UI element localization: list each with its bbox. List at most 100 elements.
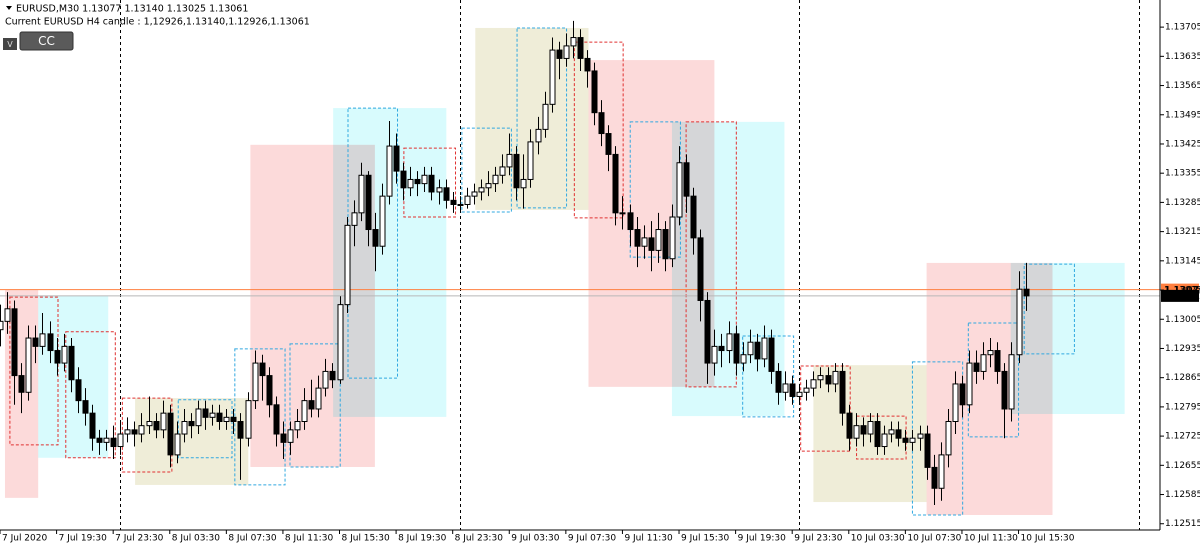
- candle-body: [747, 341, 754, 356]
- candle-body: [315, 387, 322, 410]
- candle-body: [662, 229, 669, 260]
- y-tick-label: 1.13075: [1165, 286, 1200, 296]
- candle-body: [1023, 288, 1030, 297]
- y-tick-label: 1.13635: [1165, 52, 1200, 62]
- candle-body: [421, 174, 428, 185]
- candle-body: [25, 337, 32, 393]
- candle-body: [619, 212, 626, 215]
- candle-body: [902, 437, 909, 443]
- candle-body: [428, 174, 435, 193]
- candle-body: [520, 178, 527, 189]
- x-tick-label: 10 Jul 15:30: [1021, 534, 1075, 544]
- y-tick-label: 1.13005: [1165, 315, 1200, 325]
- candle-body: [443, 187, 450, 201]
- x-tick-label: 9 Jul 03:30: [511, 534, 560, 544]
- candle-body: [726, 333, 733, 352]
- candle-body: [987, 350, 994, 356]
- y-tick-label: 1.12935: [1165, 344, 1200, 354]
- dashed-box: [234, 348, 286, 486]
- candle-body: [704, 299, 711, 364]
- dashed-box: [573, 41, 624, 219]
- candles: [0, 20, 1030, 505]
- candle-body: [690, 195, 697, 239]
- candle-body: [103, 437, 110, 443]
- candle-body: [817, 375, 824, 381]
- x-tick-label: 7 Jul 23:30: [115, 534, 164, 544]
- candle-body: [1001, 370, 1008, 410]
- candle-body: [768, 337, 775, 372]
- chart-subtitle: Current EURUSD H4 candle : 1,12926,1.131…: [5, 17, 310, 28]
- candle-body: [924, 433, 931, 468]
- candle-body: [740, 354, 747, 364]
- candle-body: [959, 383, 966, 406]
- candle-body: [535, 128, 542, 143]
- candle-body: [322, 370, 329, 389]
- candle-body: [881, 433, 888, 448]
- candle-body: [888, 429, 895, 435]
- cc-button[interactable]: [19, 31, 74, 51]
- y-tick-label: 1.13145: [1165, 256, 1200, 266]
- candle-body: [393, 145, 400, 172]
- zones: [4, 27, 1125, 515]
- candle-body: [556, 49, 563, 59]
- candle-body: [1016, 288, 1023, 356]
- zone: [135, 398, 249, 485]
- candle-body: [627, 212, 634, 231]
- candle-body: [188, 420, 195, 427]
- dashed-box: [177, 399, 233, 459]
- candle-body: [110, 437, 117, 448]
- candle-body: [167, 412, 174, 456]
- dashed-box: [1023, 263, 1075, 355]
- candle-body: [669, 216, 676, 260]
- candle-body: [598, 112, 605, 135]
- menu-arrow[interactable]: [6, 6, 12, 10]
- candle-body: [457, 203, 464, 206]
- y-tick-label: 1.13705: [1165, 23, 1200, 33]
- dashed-box: [800, 365, 851, 452]
- candle-body: [82, 400, 89, 414]
- candle-body: [782, 383, 789, 393]
- dashed-box: [65, 331, 116, 459]
- candle-body: [237, 420, 244, 439]
- candle-body: [216, 412, 223, 422]
- candle-body: [895, 429, 902, 439]
- dashed-box: [856, 415, 907, 460]
- candle-body: [506, 153, 513, 168]
- toggle-button[interactable]: [3, 38, 17, 50]
- candle-body: [68, 345, 75, 381]
- candle-body: [577, 37, 584, 59]
- candle-body: [61, 345, 68, 364]
- x-tick-label: 8 Jul 23:30: [455, 534, 504, 544]
- candle-body: [153, 420, 160, 431]
- chart-title: EURUSD,M30 1.13077 1.13140 1.13025 1.130…: [16, 4, 248, 15]
- candle-body: [853, 425, 860, 439]
- candle-body: [733, 333, 740, 364]
- cc-button-label: CC: [38, 34, 55, 48]
- candle-body: [938, 454, 945, 489]
- candle-body: [641, 237, 648, 247]
- x-tick-label: 8 Jul 11:30: [285, 534, 334, 544]
- candle-body: [223, 416, 230, 422]
- candle-body: [796, 391, 803, 397]
- candle-body: [146, 420, 153, 427]
- candle-body: [181, 420, 188, 435]
- candle-body: [810, 379, 817, 389]
- candle-body: [513, 153, 520, 189]
- candle-body: [867, 420, 874, 435]
- dashed-box: [685, 121, 737, 388]
- dashed-box: [289, 343, 341, 468]
- y-tick-label: 1.12655: [1165, 461, 1200, 471]
- y-tick-label: 1.12725: [1165, 432, 1200, 442]
- candle-body: [230, 416, 237, 422]
- x-tick-label: 7 Jul 19:30: [59, 534, 108, 544]
- candle-body: [358, 174, 365, 214]
- candle-body: [485, 183, 492, 189]
- y-tick-label: 1.13215: [1165, 227, 1200, 237]
- candle-body: [75, 379, 82, 402]
- candle-body: [195, 408, 202, 427]
- candle-body: [379, 195, 386, 247]
- candle-body: [47, 333, 54, 352]
- candle-body: [174, 433, 181, 456]
